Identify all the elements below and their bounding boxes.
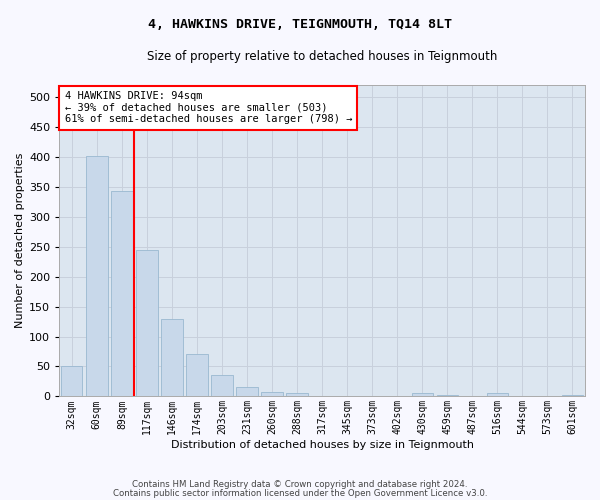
Text: 4 HAWKINS DRIVE: 94sqm
← 39% of detached houses are smaller (503)
61% of semi-de: 4 HAWKINS DRIVE: 94sqm ← 39% of detached… [65, 91, 352, 124]
Bar [86, 156, 107, 396]
Text: Contains HM Land Registry data © Crown copyright and database right 2024.: Contains HM Land Registry data © Crown c… [132, 480, 468, 489]
Text: 4, HAWKINS DRIVE, TEIGNMOUTH, TQ14 8LT: 4, HAWKINS DRIVE, TEIGNMOUTH, TQ14 8LT [148, 18, 452, 30]
Bar [61, 366, 82, 396]
Bar [111, 191, 133, 396]
Text: Contains public sector information licensed under the Open Government Licence v3: Contains public sector information licen… [113, 488, 487, 498]
Bar [437, 394, 458, 396]
Bar [187, 354, 208, 397]
Bar [136, 250, 158, 396]
Bar [487, 394, 508, 396]
Bar [262, 392, 283, 396]
Bar [412, 394, 433, 396]
X-axis label: Distribution of detached houses by size in Teignmouth: Distribution of detached houses by size … [170, 440, 473, 450]
Bar [286, 393, 308, 396]
Bar [236, 388, 258, 396]
Bar [161, 318, 182, 396]
Y-axis label: Number of detached properties: Number of detached properties [15, 153, 25, 328]
Title: Size of property relative to detached houses in Teignmouth: Size of property relative to detached ho… [147, 50, 497, 63]
Bar [562, 394, 583, 396]
Bar [211, 376, 233, 396]
